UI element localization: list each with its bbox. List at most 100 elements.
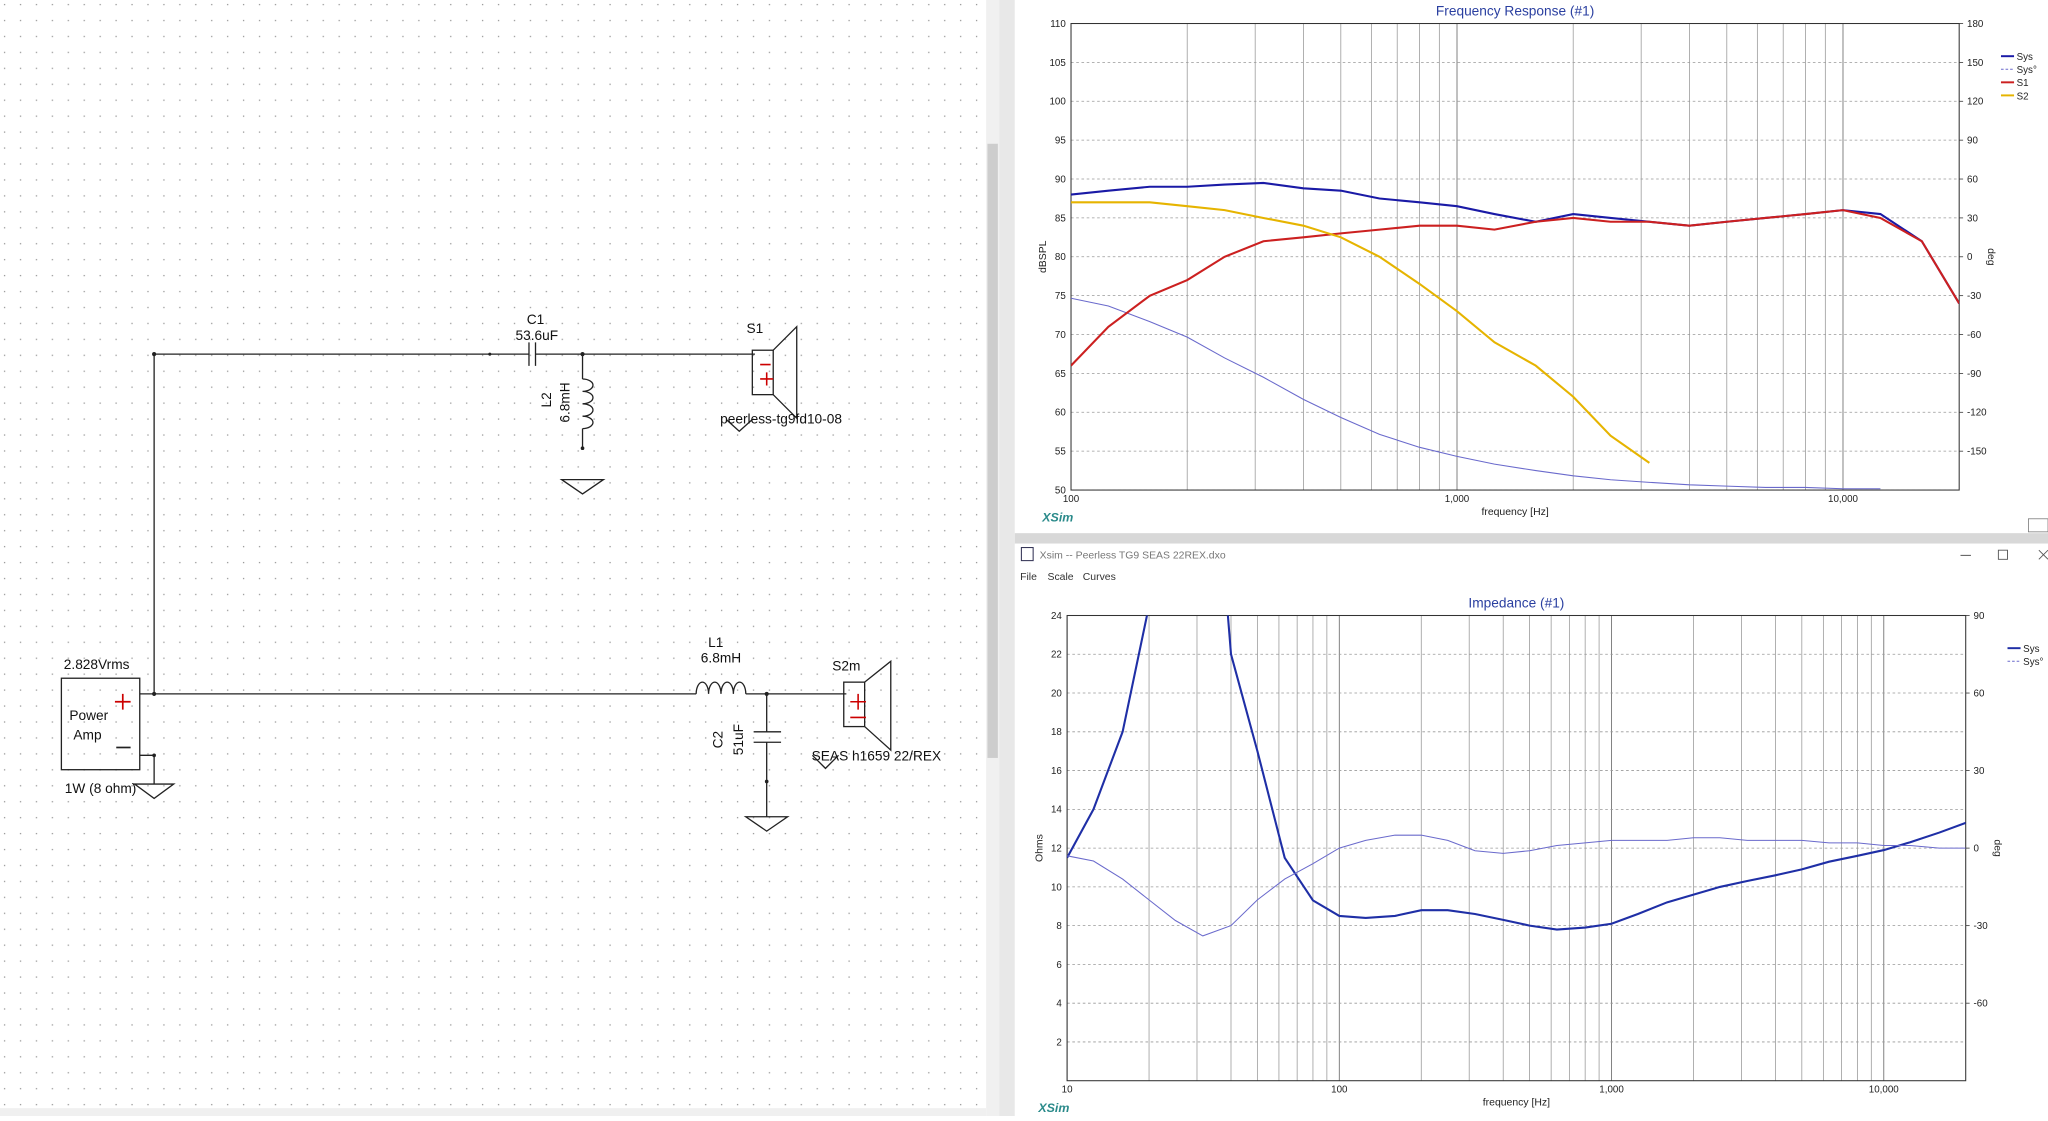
chart-title: Frequency Response (#1) (1436, 4, 1594, 19)
ground (725, 418, 753, 433)
component-label: S2m (832, 658, 860, 673)
amplifier (60, 677, 141, 771)
y-axis-label: dBSPL (1038, 240, 1049, 273)
series-line (1067, 834, 1966, 937)
y-tick-label: 22 (1051, 650, 1062, 661)
y2-tick-label: 90 (1967, 136, 1978, 147)
x-tick-label: 100 (1331, 1084, 1348, 1095)
y2-tick-label: -60 (1974, 999, 1989, 1010)
y2-tick-label: 180 (1967, 19, 1984, 30)
x-tick-label: 1,000 (1599, 1084, 1624, 1095)
chart-window (1014, 543, 2048, 1116)
amp-label: Power (69, 708, 108, 723)
amp-power: 1W (8 ohm) (65, 781, 137, 796)
window-controls[interactable] (1960, 549, 2048, 560)
y-tick-label: 90 (1055, 174, 1066, 185)
y-tick-label: 50 (1055, 485, 1066, 496)
y-tick-label: 65 (1055, 369, 1066, 380)
speaker-model: peerless-tg9fd10-08 (720, 411, 842, 426)
y2-tick-label: -120 (1967, 408, 1987, 419)
y2-tick-label: -150 (1967, 447, 1987, 458)
y2-tick-label: 0 (1967, 252, 1973, 263)
plot-frame (1070, 22, 1960, 491)
menu-item[interactable]: Scale (1048, 572, 1074, 583)
series-line (1071, 297, 1881, 490)
speaker (843, 681, 866, 728)
component-label: L2 (539, 392, 554, 407)
app-icon (1020, 547, 1034, 562)
y2-axis-label: deg (1991, 839, 2002, 857)
window-title: Xsim -- Peerless TG9 SEAS 22REX.dxo (1040, 551, 1226, 562)
y-tick-label: 80 (1055, 252, 1066, 263)
amp-voltage: 2.828Vrms (64, 657, 130, 672)
menu-item[interactable]: File (1020, 572, 1037, 583)
x-tick-label: 10,000 (1869, 1084, 1899, 1095)
y2-tick-label: 150 (1967, 58, 1984, 69)
y-tick-label: 18 (1051, 727, 1062, 738)
splitter[interactable] (999, 0, 1015, 1116)
capacitor (528, 342, 537, 366)
chart: 100 1,000 10,000 50 55 60 65 70 75 80 85 90 95 100 105… (1038, 4, 2037, 525)
chart-panel (1014, 0, 2048, 534)
chart-title: Impedance (#1) (1468, 596, 1564, 611)
y2-tick-label: 60 (1974, 688, 1985, 699)
series-line (1071, 209, 1960, 367)
legend-label: Sys (2023, 644, 2039, 655)
y2-tick-label: 0 (1974, 844, 1980, 855)
speaker (751, 349, 774, 396)
button[interactable] (2028, 518, 2048, 533)
legend-label: Sys° (2017, 65, 2037, 76)
component-label: C2 (710, 731, 725, 749)
inductor (695, 681, 747, 694)
y-tick-label: 105 (1049, 58, 1066, 69)
y2-tick-label: 60 (1967, 174, 1978, 185)
y-tick-label: 12 (1051, 844, 1062, 855)
series-line (1067, 615, 1966, 931)
component-value: 53.6uF (515, 328, 558, 343)
y2-tick-label: 120 (1967, 97, 1984, 108)
y2-axis-label: deg (1985, 248, 1996, 266)
legend-label: Sys (2017, 52, 2033, 63)
polarity (760, 363, 774, 386)
scroll-thumb[interactable] (987, 143, 998, 758)
y-tick-label: 70 (1055, 330, 1066, 341)
capacitor (753, 731, 782, 743)
component-label: C1 (527, 312, 545, 327)
x-axis-label: frequency [Hz] (1483, 1098, 1550, 1109)
y2-tick-label: -60 (1967, 330, 1982, 341)
y-tick-label: 16 (1051, 766, 1062, 777)
scrollbar[interactable] (0, 1108, 987, 1116)
speaker-cone (864, 659, 892, 752)
y-tick-label: 6 (1056, 960, 1062, 971)
watermark: XSim (1037, 1101, 1069, 1115)
y-tick-label: 85 (1055, 213, 1066, 224)
legend-label: S2 (2017, 91, 2029, 102)
y2-tick-label: 90 (1974, 611, 1985, 622)
x-tick-label: 1,000 (1445, 494, 1470, 505)
component-value: 51uF (731, 724, 746, 755)
y-tick-label: 8 (1056, 921, 1062, 932)
y-tick-label: 95 (1055, 136, 1066, 147)
component-value: 6.8mH (557, 382, 572, 422)
watermark: XSim (1041, 510, 1073, 524)
x-tick-label: 10,000 (1828, 494, 1858, 505)
y2-tick-label: -30 (1974, 921, 1989, 932)
y-tick-label: 4 (1056, 999, 1062, 1010)
series-line (1071, 201, 1650, 464)
y-tick-label: 100 (1049, 97, 1066, 108)
y-tick-label: 110 (1050, 19, 1066, 30)
chart: 10 100 1,000 10,00024681012141618202224-60-… (1034, 596, 2043, 1115)
amp-label: Amp (73, 728, 102, 743)
y2-tick-label: 30 (1974, 766, 1985, 777)
legend-label: S1 (2017, 78, 2029, 89)
charts: 100 1,000 10,00050556065707580859095100105… (1034, 4, 2043, 1115)
inductor (582, 378, 594, 430)
legend-label: Sys° (2023, 657, 2043, 668)
y-tick-label: 75 (1055, 291, 1066, 302)
menu-item[interactable]: Curves (1083, 572, 1116, 583)
y-tick-label: 24 (1051, 611, 1062, 622)
splitter[interactable] (1014, 533, 2048, 544)
x-tick-label: 10 (1062, 1084, 1073, 1095)
